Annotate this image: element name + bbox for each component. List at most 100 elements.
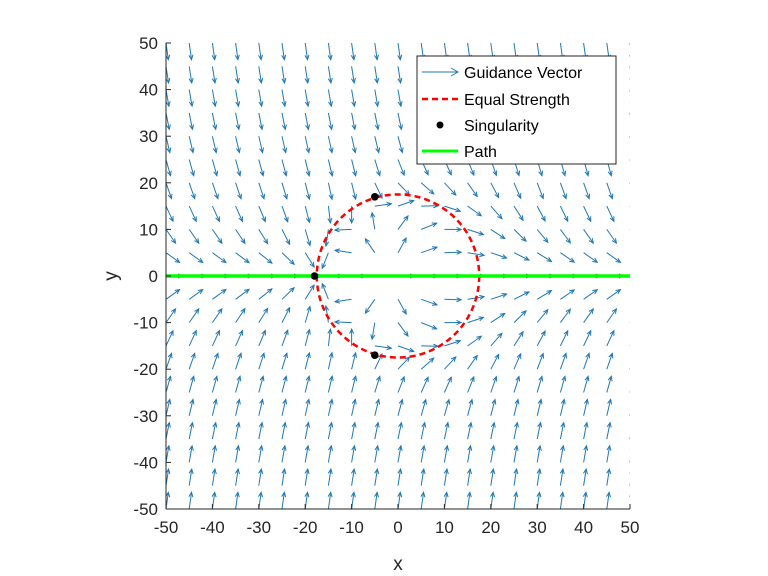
legend-label-singularity: Singularity (464, 118, 539, 135)
guidance-vector (420, 467, 426, 486)
guidance-vector (490, 182, 500, 199)
guidance-vector (559, 329, 569, 347)
guidance-vector (606, 491, 611, 509)
guidance-vector (513, 467, 519, 486)
guidance-vector (188, 182, 196, 200)
guidance-vector (235, 444, 241, 463)
guidance-vector (490, 228, 506, 240)
guidance-vector (374, 112, 380, 131)
singularity-point (371, 351, 379, 360)
guidance-vector (304, 421, 311, 440)
guidance-vector (444, 356, 457, 370)
y-tick-label: 20 (139, 174, 158, 193)
guidance-vector (327, 89, 333, 108)
guidance-vector (188, 159, 195, 177)
guidance-vector (374, 444, 380, 463)
x-tick-label: 20 (481, 518, 500, 537)
guidance-vector (235, 352, 242, 370)
guidance-vector (304, 229, 312, 247)
guidance-vector (211, 182, 219, 200)
guidance-vector (397, 356, 411, 370)
guidance-vector (234, 491, 240, 509)
guidance-vector (235, 329, 243, 347)
guidance-vector (467, 375, 475, 393)
guidance-vector (188, 229, 200, 245)
guidance-vector (258, 375, 265, 393)
y-tick-label: -20 (133, 360, 158, 379)
guidance-vector (536, 330, 546, 347)
x-axis-label: x (393, 554, 403, 575)
guidance-vector (281, 491, 287, 509)
y-tick-label: -50 (133, 500, 158, 519)
guidance-vector (583, 229, 594, 245)
guidance-vector (420, 491, 426, 509)
guidance-vector (467, 335, 483, 347)
guidance-vector (513, 421, 519, 440)
guidance-vector (281, 89, 287, 108)
x-tick-label: 50 (621, 518, 640, 537)
guidance-vector (211, 467, 217, 486)
guidance-vector (374, 491, 379, 509)
guidance-vector (188, 398, 195, 416)
guidance-vector (559, 444, 565, 463)
guidance-vector (188, 252, 204, 264)
guidance-vector (235, 467, 240, 486)
guidance-vector (467, 354, 478, 370)
guidance-vector (211, 329, 220, 347)
guidance-vector (258, 398, 265, 416)
guidance-vector (166, 288, 181, 300)
guidance-vector (350, 43, 356, 61)
guidance-vector (304, 205, 311, 224)
guidance-vector (397, 444, 403, 463)
singularity-point (310, 272, 319, 280)
guidance-vector (513, 291, 531, 300)
x-tick-label: -50 (154, 518, 179, 537)
guidance-vector (281, 229, 291, 246)
guidance-vector (327, 206, 333, 224)
guidance-vector (536, 421, 543, 440)
guidance-vector (606, 375, 613, 393)
guidance-vector (327, 159, 334, 178)
guidance-vector (235, 398, 241, 416)
guidance-vector (421, 246, 439, 254)
guidance-vector (166, 398, 172, 416)
guidance-vector (188, 288, 204, 300)
guidance-vector (281, 375, 288, 393)
guidance-vector (420, 398, 427, 416)
guidance-vector (235, 182, 242, 200)
guidance-vector (374, 201, 393, 207)
guidance-vector (374, 66, 380, 85)
guidance-vector (304, 398, 311, 416)
guidance-vector (211, 307, 223, 323)
guidance-vector (420, 421, 427, 440)
guidance-vector (281, 351, 288, 370)
guidance-vector (327, 112, 334, 131)
guidance-vector (351, 66, 356, 85)
guidance-vector (606, 467, 612, 486)
guidance-vector (606, 421, 612, 440)
guidance-vector (374, 136, 381, 154)
guidance-vector (444, 249, 463, 255)
guidance-vector (304, 467, 310, 486)
guidance-vector (166, 159, 172, 177)
guidance-vector (536, 205, 546, 222)
guidance-vector (397, 322, 409, 338)
guidance-vector (333, 227, 352, 233)
guidance-vector (370, 322, 376, 341)
guidance-vector (443, 376, 452, 393)
guidance-vector (327, 467, 333, 486)
guidance-vector (606, 329, 615, 347)
guidance-vector (374, 43, 379, 61)
guidance-vector (513, 252, 531, 261)
singularity-layer (310, 192, 379, 360)
guidance-vector (559, 308, 572, 323)
guidance-vector (583, 182, 591, 200)
guidance-vector (304, 328, 311, 347)
guidance-vector (188, 307, 200, 323)
guidance-vector (235, 288, 251, 300)
guidance-vector (281, 205, 289, 224)
guidance-vector (258, 205, 266, 223)
guidance-vector (370, 211, 376, 230)
guidance-vector (235, 229, 246, 245)
guidance-vector (536, 289, 553, 300)
